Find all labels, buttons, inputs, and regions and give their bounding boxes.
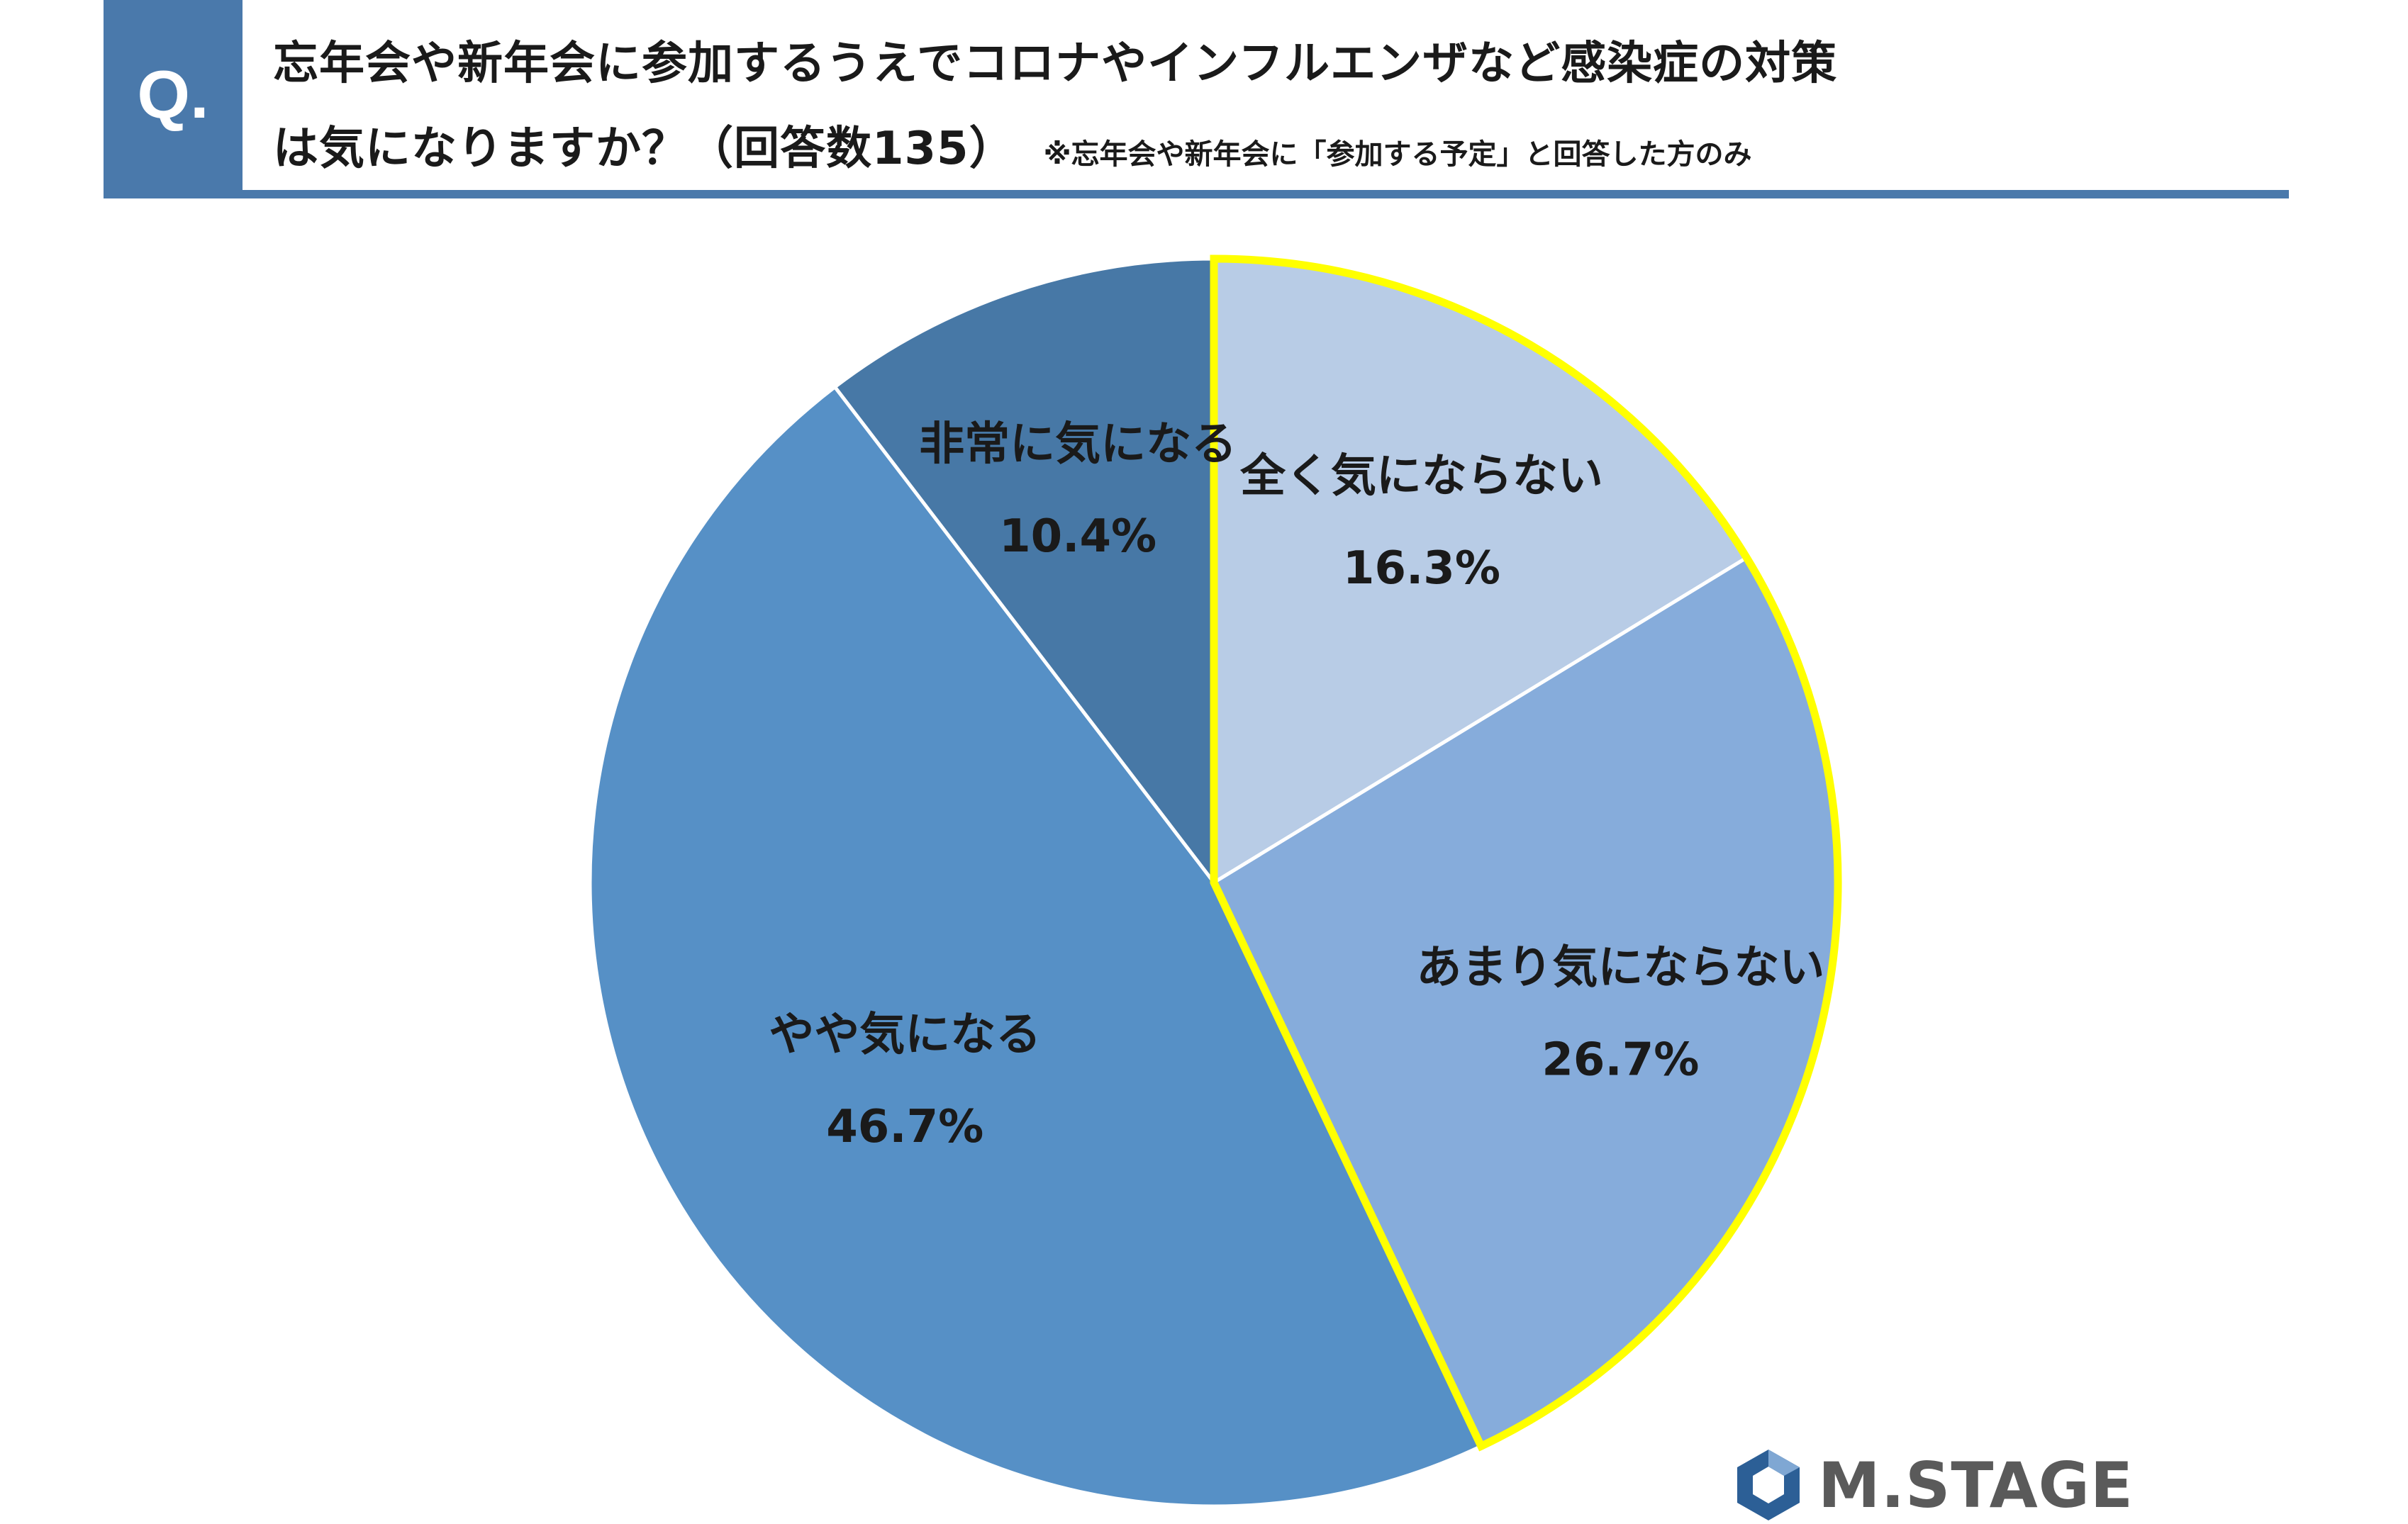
slice-label-1: あまり気にならない — [1416, 941, 1824, 994]
hexagon-logo-icon — [1737, 1450, 1800, 1520]
slice-value-3: 10.4% — [999, 510, 1156, 563]
slice-label-3: 非常に気になる — [919, 418, 1237, 471]
pie-slice-3 — [832, 257, 1216, 888]
question-note: ※忘年会や新年会に「参加する予定」と回答した方のみ — [1043, 138, 1752, 171]
title-underline — [104, 190, 2289, 198]
slice-label-2: やや気になる — [769, 1009, 1041, 1061]
question-title-line2: は気になりますか？（回答数135） ※忘年会や新年会に「参加する予定」と回答した方… — [273, 112, 1751, 177]
question-badge: Q. — [104, 0, 243, 190]
slice-label-0: 全く気にならない — [1239, 450, 1603, 503]
question-title-line1: 忘年会や新年会に参加するうえでコロナやインフルエンザなど感染症の対策 — [273, 38, 1838, 90]
mstage-logo: M.STAGE — [1736, 1446, 2134, 1524]
question-title-main: は気になりますか？（回答数135） — [273, 123, 1015, 175]
logo-text: M.STAGE — [1818, 1448, 2134, 1522]
highlight-outline — [1210, 254, 1842, 1452]
slice-value-0: 16.3% — [1343, 542, 1500, 595]
slice-value-1: 26.7% — [1542, 1033, 1699, 1086]
slice-value-2: 46.7% — [826, 1101, 983, 1153]
pie-slice-2 — [588, 384, 1484, 1508]
